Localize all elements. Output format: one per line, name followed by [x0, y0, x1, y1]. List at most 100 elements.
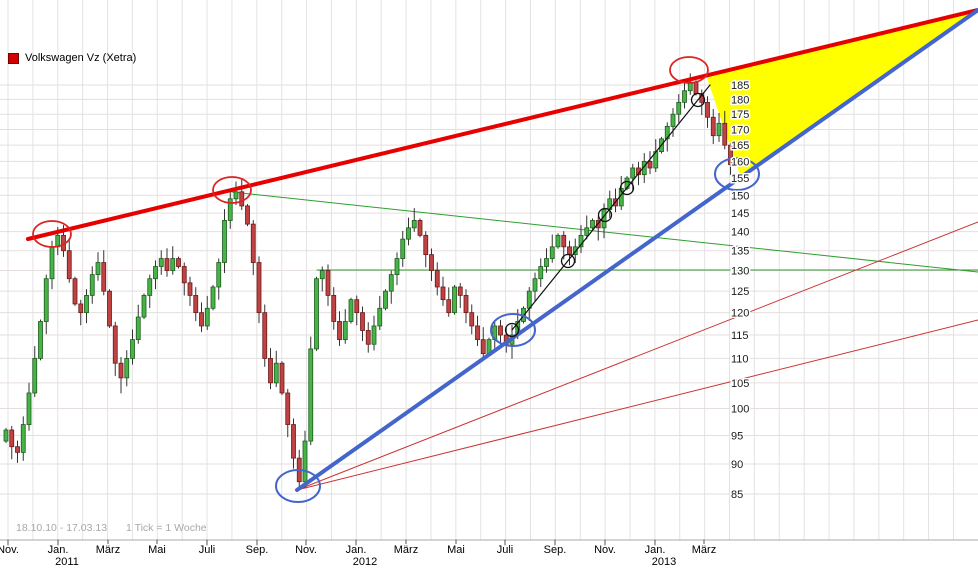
date-range-label: 18.10.10 - 17.03.13 — [16, 522, 108, 534]
touch-circle-black — [619, 180, 635, 196]
touch-circle-blue — [714, 157, 760, 191]
y-axis-label: 145 — [731, 208, 749, 220]
candle-down — [710, 116, 716, 137]
candle-up — [371, 325, 377, 345]
x-axis-label: Nov. — [295, 544, 317, 556]
y-axis-label: 130 — [731, 266, 749, 278]
x-axis-year-label: 2011 — [55, 556, 79, 568]
y-axis-label: 150 — [731, 190, 749, 202]
y-axis-label: 135 — [731, 246, 749, 258]
candle-up — [204, 307, 210, 327]
x-axis-label: Jan. — [346, 544, 367, 556]
red-fan-line — [296, 319, 978, 491]
x-axis-year-label: 2012 — [353, 556, 377, 568]
candle-down — [72, 278, 78, 305]
y-axis-label: 85 — [731, 489, 743, 501]
candle-up — [584, 227, 590, 236]
candle-up — [383, 290, 388, 309]
x-axis-label: Sep. — [246, 544, 269, 556]
candle-up — [38, 321, 43, 359]
series-name: Volkswagen Vz (Xetra) — [25, 52, 137, 64]
y-axis-label: 165 — [731, 140, 749, 152]
candle-up — [55, 234, 61, 248]
touch-circle-blue — [490, 313, 536, 347]
candle-up — [411, 220, 417, 229]
x-axis-label: Juli — [497, 544, 514, 556]
candle-up — [590, 220, 595, 229]
candle-down — [279, 362, 285, 394]
x-axis-label: März — [394, 544, 418, 556]
candle-down — [245, 205, 250, 225]
x-axis-label: Nov. — [594, 544, 616, 556]
candle-down — [693, 81, 699, 95]
candle-up — [26, 392, 32, 425]
candle-down — [722, 122, 728, 146]
candle-up — [314, 278, 319, 350]
inner-trend-line — [511, 84, 711, 331]
candle-up — [49, 246, 55, 280]
candle-down — [199, 312, 204, 327]
red-fan-line — [296, 221, 978, 491]
candle-down — [561, 234, 567, 248]
candle-up — [532, 278, 538, 292]
candle-up — [20, 424, 26, 453]
candle-up — [394, 258, 400, 276]
candle-up — [342, 321, 348, 341]
candle-down — [360, 312, 365, 331]
candle-up — [388, 274, 394, 292]
candle-down — [337, 321, 342, 341]
y-axis-label: 170 — [731, 124, 749, 136]
y-axis-label: 160 — [731, 156, 749, 168]
candle-down — [647, 160, 653, 169]
touch-circle-black — [504, 322, 520, 338]
candle-up — [526, 290, 532, 309]
y-axis-label: 125 — [731, 286, 749, 298]
candle-down — [429, 254, 434, 271]
candle-down — [365, 330, 371, 345]
candle-down — [181, 266, 187, 284]
candle-down — [446, 299, 452, 314]
candle-down — [457, 286, 463, 296]
candle-up — [170, 258, 176, 271]
series-marker-icon — [8, 52, 19, 64]
touch-circle-black — [597, 207, 613, 223]
x-axis-label: Sep. — [544, 544, 567, 556]
y-axis-label: 185 — [731, 80, 749, 92]
x-axis-label: Mai — [447, 544, 465, 556]
x-axis-label: März — [692, 544, 716, 556]
y-axis-label: 175 — [731, 109, 749, 121]
candle-down — [325, 270, 331, 296]
candle-down — [728, 144, 733, 166]
touch-circle-red — [669, 56, 709, 84]
candle-up — [377, 307, 383, 327]
candle-down — [9, 429, 15, 448]
candle-up — [227, 198, 233, 221]
y-axis-label: 105 — [731, 378, 749, 390]
touch-circle-blue — [275, 469, 321, 503]
y-axis-label: 100 — [731, 404, 749, 416]
candle-up — [141, 295, 147, 318]
y-axis-label: 115 — [731, 330, 749, 342]
tick-interval-label: 1 Tick = 1 Woche — [126, 522, 207, 534]
candle-up — [273, 362, 279, 384]
candle-down — [66, 250, 72, 280]
candle-up — [682, 90, 687, 103]
candle-down — [250, 223, 256, 263]
x-axis-label: März — [96, 544, 120, 556]
candle-up — [3, 429, 9, 442]
candle-down — [567, 246, 572, 256]
y-axis-label: 120 — [731, 308, 749, 320]
candle-up — [84, 295, 89, 314]
touch-circle-red — [32, 220, 72, 248]
candle-up — [130, 339, 135, 359]
candle-down — [285, 392, 291, 425]
x-axis-label: Jan. — [645, 544, 666, 556]
candle-up — [216, 262, 222, 288]
wedge-highlight — [706, 10, 978, 178]
y-axis-label: 180 — [731, 94, 749, 106]
candle-down — [268, 358, 273, 384]
candle-up — [89, 274, 95, 296]
candle-down — [463, 295, 469, 314]
candle-up — [555, 234, 561, 248]
